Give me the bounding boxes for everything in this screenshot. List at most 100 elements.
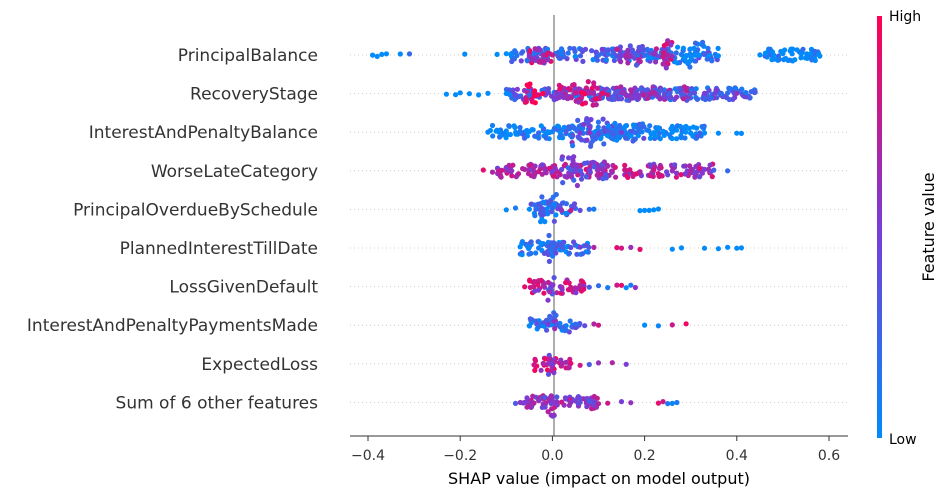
data-point (540, 207, 546, 213)
data-point (637, 169, 643, 175)
data-point (457, 90, 463, 96)
data-point (600, 90, 606, 96)
feature-label: PlannedInterestTillDate (120, 239, 318, 259)
beeswarm-point (532, 358, 539, 364)
beeswarm-point (554, 290, 560, 296)
data-point (789, 51, 795, 57)
data-point (655, 323, 662, 329)
beeswarm-point (675, 44, 681, 50)
data-point (642, 207, 648, 213)
beeswarm-point (559, 156, 565, 162)
beeswarm-point (532, 213, 538, 219)
colorbar-high-label: High (889, 9, 921, 25)
data-point (683, 53, 689, 59)
beeswarm-point (537, 58, 544, 64)
beeswarm-point (566, 86, 572, 92)
data-point (660, 399, 666, 405)
data-point (397, 51, 403, 57)
beeswarm-point (610, 95, 617, 101)
data-point (669, 53, 675, 59)
beeswarm-point (553, 191, 559, 198)
data-point (531, 400, 537, 406)
beeswarm-point (677, 85, 684, 91)
x-tick-label: 0.2 (633, 448, 655, 464)
beeswarm-point (724, 95, 730, 101)
beeswarm-point (530, 56, 536, 63)
beeswarm-point (553, 312, 559, 318)
data-point (462, 51, 468, 57)
beeswarm-point (584, 116, 590, 122)
beeswarm-point (605, 51, 611, 57)
beeswarm-point (718, 90, 724, 96)
data-point (678, 51, 685, 58)
data-point (540, 52, 546, 58)
data-point (582, 323, 588, 329)
beeswarm-point (697, 165, 703, 172)
data-point (651, 130, 657, 136)
data-point (577, 282, 583, 288)
beeswarm-point (566, 329, 572, 335)
data-point (817, 53, 823, 59)
beeswarm-point (532, 133, 538, 139)
data-point (655, 206, 662, 212)
data-point (512, 205, 519, 211)
beeswarm-point (715, 45, 721, 52)
data-point (595, 283, 602, 289)
data-point (651, 167, 657, 173)
beeswarm-point (603, 57, 610, 63)
x-axis-title: SHAP value (impact on model output) (448, 469, 750, 488)
beeswarm-point (674, 170, 680, 176)
beeswarm-point (535, 278, 542, 284)
beeswarm-point (551, 412, 557, 418)
beeswarm-point (727, 86, 733, 92)
data-point (568, 244, 574, 251)
beeswarm-point (560, 93, 566, 100)
beeswarm-point (673, 127, 680, 133)
beeswarm-point (525, 171, 532, 177)
beeswarm-point (509, 173, 515, 179)
beeswarm-point (601, 159, 608, 165)
beeswarm-point (589, 48, 595, 54)
data-point (526, 128, 533, 135)
beeswarm-point (692, 174, 698, 180)
data-point (678, 91, 685, 97)
beeswarm-point (624, 97, 630, 103)
data-point (637, 246, 643, 252)
beeswarm-point (595, 119, 602, 125)
beeswarm-point (489, 122, 496, 129)
beeswarm-point (540, 199, 547, 205)
data-point (646, 207, 652, 213)
beeswarm-point (543, 170, 549, 176)
data-point (614, 53, 620, 59)
data-point (549, 205, 556, 211)
beeswarm-point (687, 64, 693, 70)
x-tick-label: 0.0 (541, 448, 563, 464)
beeswarm-point (680, 96, 687, 102)
beeswarm-point (693, 86, 699, 92)
data-point (545, 90, 551, 96)
beeswarm-point (506, 162, 512, 168)
beeswarm-point (547, 289, 553, 295)
x-tick-label: −0.4 (351, 448, 385, 464)
data-point (623, 167, 629, 173)
beeswarm-point (694, 96, 700, 102)
beeswarm-point (543, 131, 549, 138)
beeswarm-point (527, 316, 533, 322)
data-point (536, 324, 542, 330)
data-point (715, 130, 722, 136)
beeswarm-point (571, 204, 577, 210)
colorbar-title: Feature value (919, 172, 938, 281)
feature-label: WorseLateCategory (151, 162, 318, 182)
data-point (549, 282, 556, 288)
beeswarm-point (551, 275, 557, 281)
beeswarm-point (696, 174, 703, 180)
data-point (563, 128, 569, 135)
data-point (549, 361, 556, 367)
data-point (665, 401, 671, 407)
data-point (605, 285, 611, 291)
beeswarm-point (578, 47, 585, 53)
data-point (642, 52, 648, 59)
beeswarm-point (548, 368, 555, 374)
beeswarm-point (692, 40, 699, 46)
beeswarm-point (577, 53, 584, 59)
